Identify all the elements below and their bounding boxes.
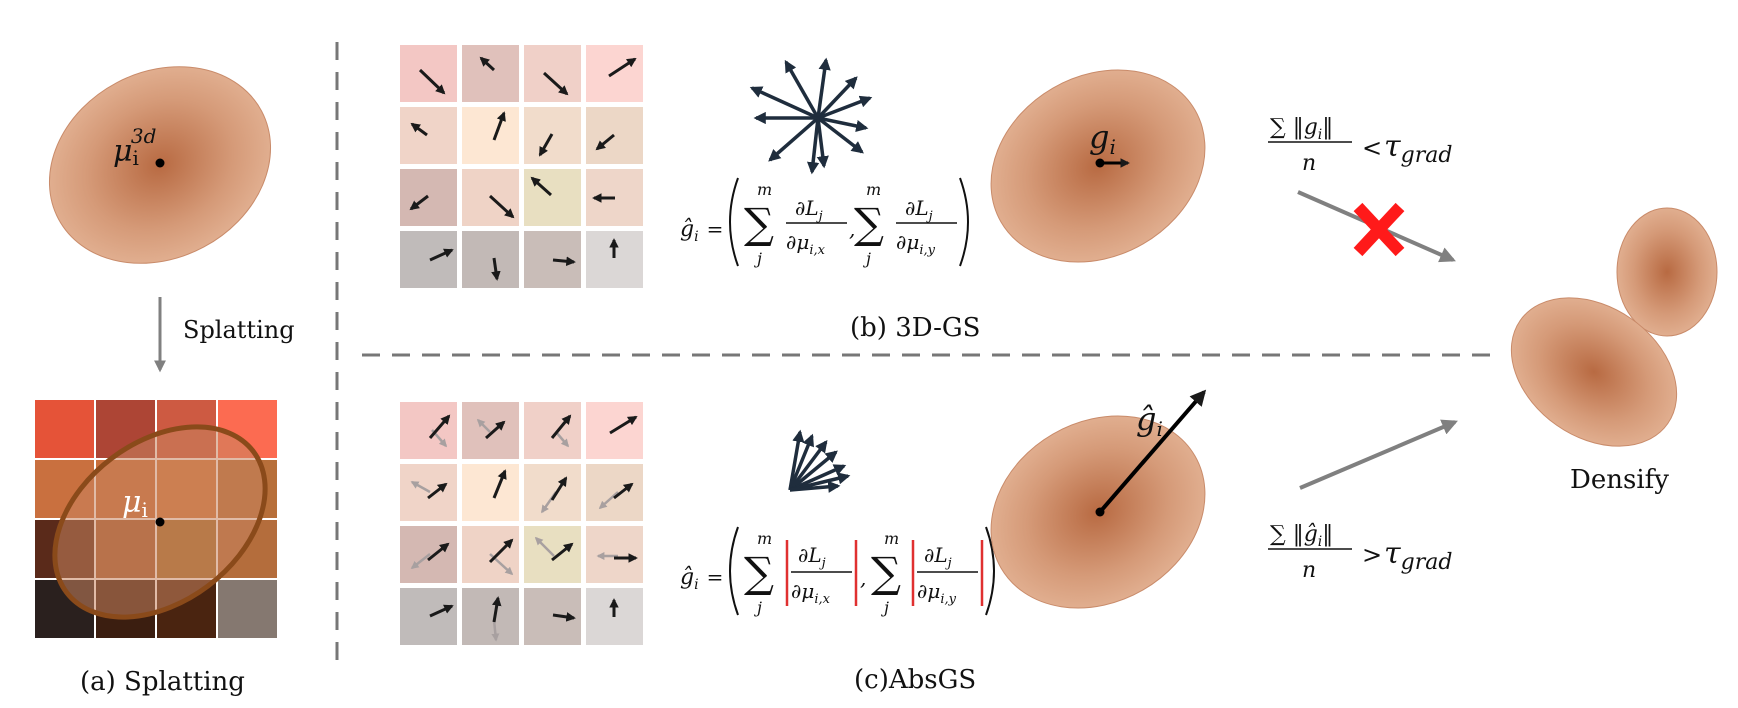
densify-group: Densify	[1510, 207, 1718, 495]
g-hat-sub: i	[1156, 417, 1162, 441]
densify-label: Densify	[1570, 465, 1669, 495]
g-i-label: g	[1089, 118, 1109, 156]
caption-absgs: (c)AbsGS	[854, 665, 976, 695]
mu-3d-label: μ	[113, 134, 133, 169]
svg-text:∑ ‖ĝi‖: ∑ ‖ĝi‖	[1270, 522, 1333, 550]
svg-text:<: <	[1362, 134, 1382, 162]
svg-text:τgrad: τgrad	[1384, 536, 1452, 575]
svg-text:∑: ∑	[744, 199, 774, 248]
svg-text:m: m	[884, 529, 899, 548]
svg-text:μi3d: μi3d	[113, 124, 156, 170]
svg-text:j: j	[754, 598, 762, 617]
svg-text:ĝi=: ĝi =	[680, 565, 723, 593]
svg-text:∂Lj: ∂Lj	[924, 543, 952, 571]
svg-text:∂μi,x: ∂μi,x	[791, 579, 831, 607]
svg-text:>: >	[1362, 541, 1382, 569]
svg-text:∂μi,y: ∂μi,y	[917, 579, 957, 607]
gradient-star-b	[749, 57, 873, 175]
panel-splatting: μi3d Splatting μi (a) Splatting	[35, 66, 295, 697]
splat-arrow-label: Splatting	[183, 316, 295, 344]
svg-text:n: n	[1302, 558, 1316, 583]
panel-3dgs: ĝi = m ∑ j ∂Lj ∂μi,x , m ∑ j ∂Lj ∂μi,y gi…	[400, 45, 1456, 343]
panel-absgs: ĝi = m ∑ j ∂Lj ∂μi,x , m ∑ j ∂Lj ∂μi,y ĝi	[400, 389, 1458, 695]
svg-text:j: j	[881, 598, 889, 617]
mu-2d-point	[155, 517, 165, 527]
svg-text:∂μi,y: ∂μi,y	[896, 230, 936, 258]
svg-text:∂Lj: ∂Lj	[905, 196, 933, 224]
densified-gaussian-large	[1510, 297, 1678, 447]
svg-text:∑: ∑	[744, 548, 774, 597]
pixel-grid-b	[400, 45, 643, 288]
svg-text:∂μi,x: ∂μi,x	[786, 230, 826, 258]
g-hat-label: ĝ	[1136, 400, 1156, 438]
svg-text:m: m	[757, 529, 772, 548]
svg-text:gi: gi	[1089, 118, 1116, 159]
gradient-bundle-c	[788, 429, 851, 493]
cross-icon	[1353, 202, 1405, 257]
svg-text:∂Lj: ∂Lj	[795, 196, 823, 224]
svg-text:,: ,	[849, 217, 855, 241]
pixel-grid-c	[400, 402, 643, 645]
mu-3d-point	[155, 158, 165, 168]
svg-text:,: ,	[860, 566, 866, 590]
svg-text:m: m	[866, 180, 881, 199]
mu-3d-sub: i	[133, 146, 139, 170]
accepted-arrow	[1299, 419, 1458, 490]
svg-text:ĝi=: ĝi =	[680, 217, 723, 245]
large-gradient-vector	[1098, 389, 1207, 514]
formula-absgs: ĝi = m ∑ j ∂Lj ∂μi,x , m ∑ j ∂Lj ∂μi,y	[680, 526, 995, 617]
svg-text:n: n	[1302, 151, 1316, 176]
svg-text:ĝi: ĝi	[1136, 400, 1163, 441]
caption-3dgs: (b) 3D-GS	[850, 313, 980, 343]
svg-text:τgrad: τgrad	[1384, 129, 1452, 168]
mu-2d-label: μ	[122, 485, 142, 520]
svg-text:m: m	[757, 180, 772, 199]
mu-3d-sup: 3d	[131, 124, 157, 148]
mu-2d-sub: i	[142, 498, 148, 522]
svg-text:μi: μi	[122, 485, 148, 522]
gradient-arrows-b	[409, 56, 637, 281]
svg-text:∑: ∑	[854, 199, 884, 248]
g-i-sub: i	[1109, 135, 1115, 159]
svg-text:∑ ‖gi‖: ∑ ‖gi‖	[1270, 115, 1333, 143]
condition-greater: ∑ ‖ĝi‖ n > τgrad	[1268, 522, 1452, 583]
svg-text:∑: ∑	[871, 548, 901, 597]
svg-text:∂Lj: ∂Lj	[798, 543, 826, 571]
absolute-gradient-arrows	[427, 414, 638, 623]
formula-3dgs: ĝi = m ∑ j ∂Lj ∂μi,x , m ∑ j ∂Lj ∂μi,y	[680, 177, 969, 268]
condition-less: ∑ ‖gi‖ n < τgrad	[1268, 115, 1452, 176]
svg-text:j: j	[754, 249, 762, 268]
densified-gaussian-small	[1616, 207, 1718, 337]
caption-splatting: (a) Splatting	[80, 667, 245, 697]
svg-text:j: j	[863, 249, 871, 268]
